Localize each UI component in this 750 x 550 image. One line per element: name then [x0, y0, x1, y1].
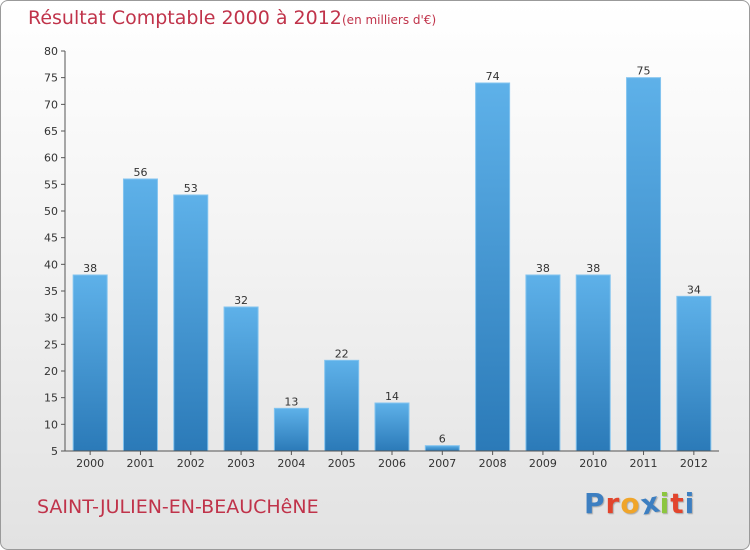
- bar-2007: [424, 445, 460, 452]
- chart-title: Résultat Comptable 2000 à 2012: [28, 7, 342, 29]
- x-tick-label: 2010: [579, 457, 607, 470]
- data-label: 13: [284, 395, 298, 408]
- bar-2000: [72, 274, 108, 452]
- data-label: 38: [536, 262, 550, 275]
- bar-2008: [475, 82, 511, 452]
- y-tick-label: 20: [44, 365, 58, 378]
- y-tick-label: 10: [44, 418, 58, 431]
- x-tick-label: 2006: [378, 457, 406, 470]
- y-tick-label: 25: [44, 338, 58, 351]
- data-label: 34: [687, 283, 701, 296]
- bar-2006: [374, 402, 410, 452]
- data-label: 38: [586, 262, 600, 275]
- x-tick-label: 2004: [277, 457, 305, 470]
- y-tick-label: 80: [44, 45, 58, 58]
- data-label: 75: [637, 65, 651, 78]
- logo-letter: i: [684, 487, 696, 520]
- data-label: 38: [83, 262, 97, 275]
- axes: [64, 51, 719, 455]
- data-label: 53: [184, 182, 198, 195]
- bar-2012: [676, 295, 712, 452]
- logo-letter: o: [620, 487, 641, 520]
- y-tick-label: 45: [44, 232, 58, 245]
- y-tick-label: 60: [44, 152, 58, 165]
- commune-name: SAINT-JULIEN-EN-BEAUCHêNE: [37, 496, 319, 518]
- y-tick-label: 5: [51, 445, 58, 458]
- y-tick-label: 40: [44, 258, 58, 271]
- x-tick-label: 2008: [479, 457, 507, 470]
- data-label: 14: [385, 390, 399, 403]
- y-tick-label: 75: [44, 72, 58, 85]
- data-label: 22: [335, 347, 349, 360]
- y-tick-label: 55: [44, 178, 58, 191]
- data-label: 74: [486, 70, 500, 83]
- x-tick-label: 2009: [529, 457, 557, 470]
- bar-2010: [575, 274, 611, 452]
- x-tick-label: 2007: [428, 457, 456, 470]
- data-label: 32: [234, 294, 248, 307]
- bar-2002: [173, 194, 209, 452]
- x-tick-label: 2012: [680, 457, 708, 470]
- x-tick-label: 2000: [76, 457, 104, 470]
- bar-2009: [525, 274, 561, 452]
- bars: [72, 77, 712, 452]
- bar-2004: [273, 407, 309, 452]
- y-tick-label: 30: [44, 312, 58, 325]
- x-tick-label: 2011: [630, 457, 658, 470]
- bar-2005: [324, 359, 360, 452]
- x-tick-label: 2003: [227, 457, 255, 470]
- y-tick-label: 15: [44, 392, 58, 405]
- x-tick-label: 2005: [328, 457, 356, 470]
- x-tick-label: 2002: [177, 457, 205, 470]
- logo-letter: i: [659, 487, 671, 520]
- logo-letter: t: [670, 487, 685, 520]
- data-label: 56: [133, 166, 147, 179]
- x-tick-label: 2001: [126, 457, 154, 470]
- proxiti-logo[interactable]: Proxiti: [584, 485, 696, 521]
- y-tick-label: 35: [44, 285, 58, 298]
- logo-letter: P: [584, 487, 606, 520]
- bar-2003: [223, 306, 259, 452]
- y-tick-label: 70: [44, 98, 58, 111]
- labels: 38 2000 56 2001 53 2002 32 2003 13 2004 22 2005 14 20…: [76, 65, 708, 470]
- y-tick-label: 50: [44, 205, 58, 218]
- data-label: 6: [439, 433, 446, 446]
- logo-letter: r: [605, 487, 621, 520]
- y-axis-ticks: 5 10 15 20 25 30 35 40 45 50 55 60 65 70 75 80: [44, 45, 65, 458]
- bar-2001: [122, 178, 158, 452]
- chart-subtitle: (en milliers d'€): [342, 13, 437, 27]
- bar-2011: [626, 77, 662, 452]
- y-tick-label: 65: [44, 125, 58, 138]
